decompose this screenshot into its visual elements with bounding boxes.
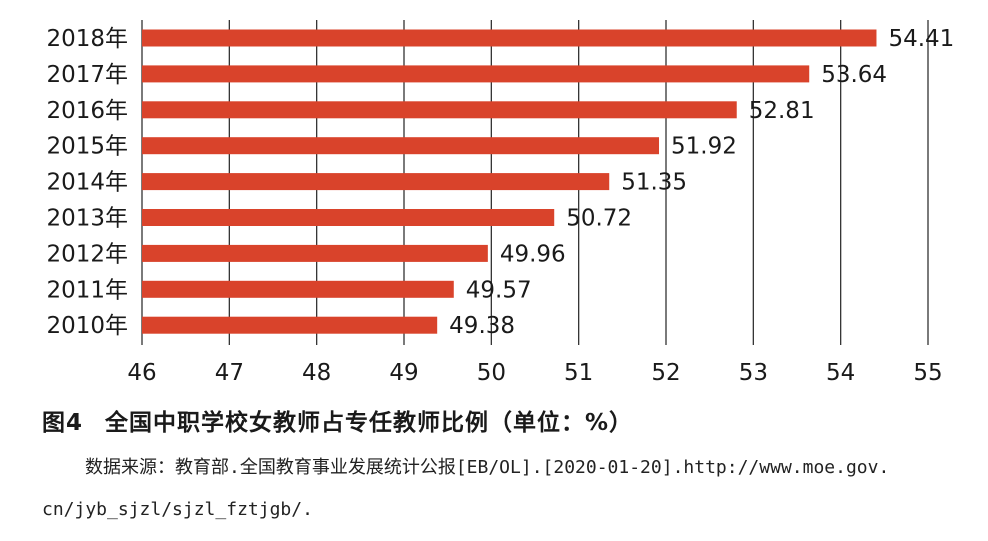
source-line-2: cn/jyb_sjzl/sjzl_fztjgb/. xyxy=(42,499,313,520)
y-category-label: 2013年 xyxy=(46,206,128,232)
y-category-label: 2018年 xyxy=(46,26,128,52)
x-tick-label: 52 xyxy=(651,360,680,386)
value-label: 53.64 xyxy=(821,62,887,88)
y-category-label: 2016年 xyxy=(46,98,128,124)
y-category-label: 2010年 xyxy=(46,313,128,339)
figure-number: 图4 xyxy=(42,410,84,436)
bar xyxy=(142,65,810,83)
x-axis-ticks: 46 47 48 49 50 51 52 53 54 55 xyxy=(127,360,942,386)
x-tick-label: 48 xyxy=(302,360,331,386)
y-category-label: 2017年 xyxy=(46,62,128,88)
y-axis-labels: 2018年 2017年 2016年 2015年 2014年 2013年 2012年 2011年… xyxy=(46,26,128,339)
bar-chart: 2018年 2017年 2016年 2015年 2014年 2013年 2012年 2011年… xyxy=(46,20,954,386)
x-tick-label: 54 xyxy=(826,360,855,386)
bar xyxy=(142,280,454,298)
value-label: 49.38 xyxy=(449,313,515,339)
x-tick-label: 51 xyxy=(564,360,593,386)
value-label: 51.35 xyxy=(621,170,687,196)
value-label: 49.96 xyxy=(500,241,566,267)
bar xyxy=(142,29,877,47)
x-tick-label: 55 xyxy=(913,360,942,386)
x-tick-label: 49 xyxy=(389,360,418,386)
bars xyxy=(142,29,877,334)
source-line-1: 数据来源：教育部.全国教育事业发展统计公报[EB/OL].[2020-01-20… xyxy=(85,457,890,478)
bar xyxy=(142,173,610,191)
bar xyxy=(142,209,555,226)
value-label: 50.72 xyxy=(566,206,632,232)
x-tick-label: 53 xyxy=(739,360,768,386)
x-tick-label: 46 xyxy=(127,360,156,386)
y-category-label: 2012年 xyxy=(46,241,128,267)
figure-caption: 图4 全国中职学校女教师占专任教师比例（单位：%） xyxy=(42,403,633,437)
bar xyxy=(142,101,737,119)
bar xyxy=(142,244,488,262)
value-label: 54.41 xyxy=(888,26,954,52)
value-label: 52.81 xyxy=(749,98,815,124)
y-category-label: 2015年 xyxy=(46,134,128,160)
y-category-label: 2014年 xyxy=(46,170,128,196)
bar xyxy=(142,316,438,334)
y-category-label: 2011年 xyxy=(46,277,128,303)
x-tick-label: 50 xyxy=(477,360,506,386)
figure-title: 全国中职学校女教师占专任教师比例（单位：%） xyxy=(105,410,634,436)
value-label: 49.57 xyxy=(466,277,532,303)
x-tick-label: 47 xyxy=(215,360,244,386)
value-label: 51.92 xyxy=(671,134,737,160)
bar xyxy=(142,137,660,155)
